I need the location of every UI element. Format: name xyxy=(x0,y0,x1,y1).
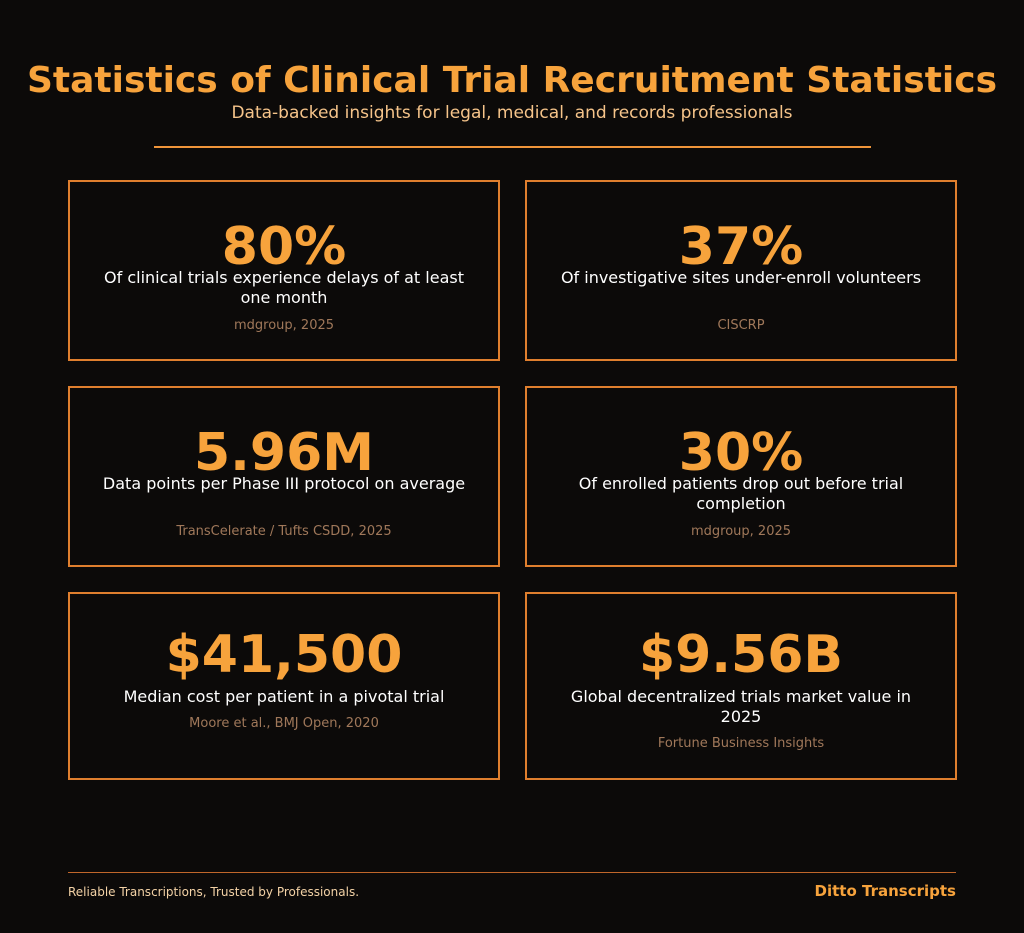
page-subtitle: Data-backed insights for legal, medical,… xyxy=(231,103,793,123)
stat-description: Of investigative sites under-enroll volu… xyxy=(560,268,922,287)
stat-card-patient-dropout: 30% Of enrolled patients drop out before… xyxy=(525,386,957,567)
title-divider xyxy=(154,146,871,148)
stat-card-data-points: 5.96M Data points per Phase III protocol… xyxy=(68,386,500,567)
stat-description: Global decentralized trials market value… xyxy=(570,687,912,726)
stat-description: Of clinical trials experience delays of … xyxy=(104,268,464,307)
stat-value: 5.96M xyxy=(193,423,375,483)
stat-source: CISCRP xyxy=(717,318,765,333)
footer-tagline: Reliable Transcriptions, Trusted by Prof… xyxy=(68,885,360,899)
stat-value: $9.56B xyxy=(638,625,844,685)
footer-brand: Ditto Transcripts xyxy=(814,882,956,900)
stat-description: Of enrolled patients drop out before tri… xyxy=(578,474,904,513)
stat-description: Data points per Phase III protocol on av… xyxy=(102,474,466,493)
stat-value: $41,500 xyxy=(165,625,403,685)
stat-card-site-underenroll: 37% Of investigative sites under-enroll … xyxy=(525,180,957,361)
footer-divider xyxy=(68,872,956,873)
stat-value: 30% xyxy=(678,423,804,483)
stat-source: Moore et al., BMJ Open, 2020 xyxy=(189,716,379,731)
stat-description: Median cost per patient in a pivotal tri… xyxy=(123,687,445,706)
stat-card-cost-per-patient: $41,500 Median cost per patient in a piv… xyxy=(68,592,500,780)
stat-source: mdgroup, 2025 xyxy=(233,318,335,333)
stat-source: TransCelerate / Tufts CSDD, 2025 xyxy=(176,524,392,539)
stat-source: Fortune Business Insights xyxy=(657,736,825,751)
stat-value: 80% xyxy=(221,217,347,277)
stat-source: mdgroup, 2025 xyxy=(690,524,792,539)
stat-card-decentralized-market: $9.56B Global decentralized trials marke… xyxy=(525,592,957,780)
stat-value: 37% xyxy=(678,217,804,277)
page-title: Statistics of Clinical Trial Recruitment… xyxy=(26,60,998,101)
stat-card-trial-delays: 80% Of clinical trials experience delays… xyxy=(68,180,500,361)
